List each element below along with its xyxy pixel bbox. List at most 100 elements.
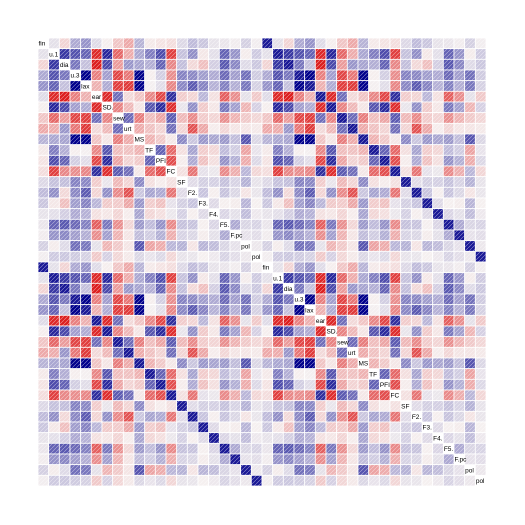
cell-hatch [166, 198, 177, 209]
cell-hatch [347, 358, 358, 369]
cell-hatch [464, 358, 476, 369]
cell-hatch [358, 475, 369, 486]
cell-hatch [262, 155, 273, 166]
cell-hatch [91, 475, 102, 486]
cell-hatch [326, 134, 337, 145]
cell-hatch [112, 443, 124, 454]
cell-hatch [240, 59, 252, 70]
cell-hatch [155, 38, 166, 49]
cell-hatch [262, 48, 273, 60]
cell-hatch [80, 112, 92, 124]
cell-hatch [80, 91, 92, 102]
cell-hatch [112, 347, 124, 358]
cell-hatch [187, 80, 198, 92]
cell-hatch [112, 283, 124, 294]
cell-hatch [464, 70, 476, 81]
cell-hatch [70, 144, 81, 156]
cell-hatch [411, 315, 422, 326]
cell-hatch [134, 283, 145, 294]
cell-hatch [144, 155, 156, 166]
cell-hatch [262, 176, 273, 188]
cell-hatch [358, 59, 369, 70]
cell-hatch [91, 262, 102, 273]
cell-hatch [48, 422, 60, 433]
cell-hatch [315, 230, 326, 241]
cell-hatch [294, 315, 305, 326]
cell-hatch [475, 59, 486, 70]
cell-hatch [144, 411, 156, 422]
cell-hatch [315, 80, 326, 92]
cell-hatch [166, 262, 177, 273]
cell-hatch [347, 272, 358, 284]
cell-hatch [70, 187, 81, 198]
cell-hatch [134, 304, 145, 316]
cell-hatch [230, 368, 241, 380]
cell-hatch [59, 48, 70, 60]
cell-hatch [219, 91, 230, 102]
cell-hatch [454, 155, 465, 166]
cell-hatch [112, 144, 124, 156]
cell-hatch [102, 166, 113, 177]
cell-hatch [336, 240, 348, 252]
cell-hatch [443, 464, 454, 476]
cell-hatch [347, 411, 358, 422]
cell-hatch [123, 208, 134, 220]
cell-hatch [187, 59, 198, 70]
cell-hatch [390, 219, 401, 230]
cell-hatch [358, 198, 369, 209]
cell-hatch [464, 454, 476, 465]
cell-hatch [315, 70, 326, 81]
cell-hatch [70, 102, 81, 113]
cell-hatch [240, 38, 252, 49]
cell-hatch [123, 347, 134, 358]
cell-hatch [294, 123, 305, 134]
cell-hatch [187, 464, 198, 476]
cell-hatch [102, 230, 113, 241]
cell-hatch [347, 262, 358, 273]
cell-hatch [400, 91, 412, 102]
cell-hatch [155, 432, 166, 444]
cell-hatch [102, 240, 113, 252]
cell-hatch [400, 144, 412, 156]
diagonal-cell [464, 464, 476, 476]
cell-hatch [464, 347, 476, 358]
cell-hatch [422, 166, 433, 177]
cell-hatch [219, 347, 230, 358]
cell-hatch [208, 134, 220, 145]
cell-hatch [432, 411, 444, 422]
cell-hatch [59, 336, 70, 348]
cell-hatch [230, 315, 241, 326]
cell-hatch [80, 411, 92, 422]
cell-hatch [155, 326, 166, 337]
cell-hatch [38, 358, 49, 369]
diagonal-cell [443, 443, 454, 454]
cell-hatch [123, 358, 134, 369]
cell-hatch [176, 326, 188, 337]
cell-hatch [208, 475, 220, 486]
cell-hatch [454, 48, 465, 60]
cell-hatch [358, 48, 369, 60]
cell-hatch [240, 304, 252, 316]
cell-hatch [326, 80, 337, 92]
cell-hatch [464, 219, 476, 230]
cell-hatch [358, 400, 369, 412]
cell-hatch [272, 198, 284, 209]
cell-hatch [390, 272, 401, 284]
cell-hatch [400, 155, 412, 166]
cell-hatch [166, 390, 177, 401]
cell-hatch [464, 390, 476, 401]
cell-hatch [475, 176, 486, 188]
cell-hatch [475, 411, 486, 422]
cell-hatch [390, 358, 401, 369]
cell-hatch [283, 272, 294, 284]
diagonal-label: MS [359, 361, 369, 368]
cell-hatch [454, 38, 465, 49]
cell-hatch [48, 134, 60, 145]
cell-hatch [475, 70, 486, 81]
cell-hatch [262, 144, 273, 156]
cell-hatch [112, 336, 124, 348]
cell-hatch [176, 454, 188, 465]
cell-hatch [432, 475, 444, 486]
cell-hatch [208, 347, 220, 358]
cell-hatch [422, 411, 433, 422]
